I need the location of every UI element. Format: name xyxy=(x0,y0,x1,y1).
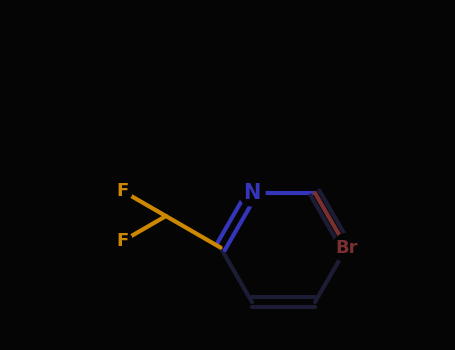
Text: F: F xyxy=(116,182,128,200)
Text: N: N xyxy=(243,183,261,203)
Circle shape xyxy=(112,231,132,251)
Circle shape xyxy=(333,233,360,261)
Text: F: F xyxy=(116,232,128,250)
Circle shape xyxy=(239,180,265,206)
Circle shape xyxy=(112,181,132,201)
Text: Br: Br xyxy=(335,239,358,257)
